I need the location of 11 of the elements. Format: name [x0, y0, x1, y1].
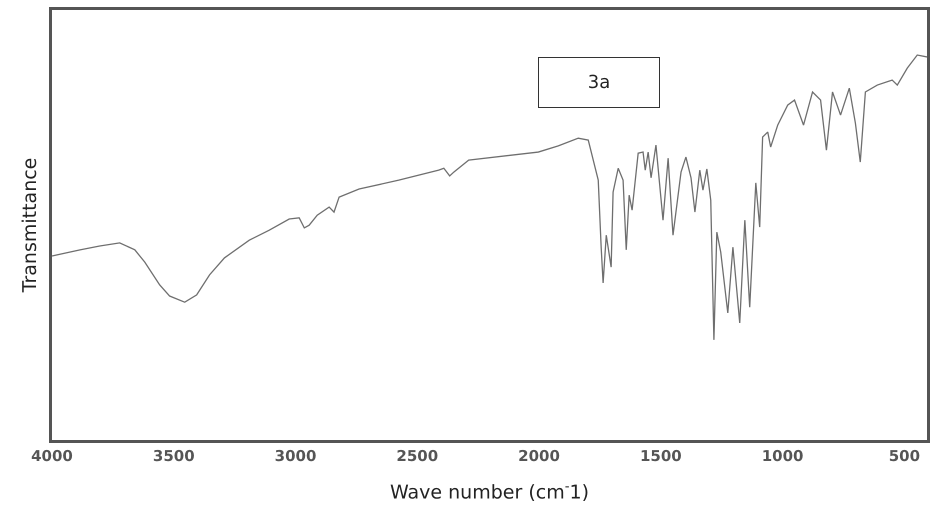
x-tick-label: 1500 — [640, 446, 682, 465]
x-tick-label: 1000 — [762, 446, 804, 465]
x-tick-label: 2000 — [518, 446, 560, 465]
x-axis-title: Wave number (cm$^{-}$1) — [390, 480, 590, 504]
y-axis-title: Transmittance — [19, 158, 42, 294]
x-tick-label: 2500 — [396, 446, 438, 465]
x-tick-label: 3500 — [152, 446, 195, 465]
x-tick-label: 4000 — [31, 446, 73, 465]
x-tick-label: 500 — [888, 446, 920, 465]
x-tick-label: 3000 — [274, 446, 316, 465]
annotation: 3a — [588, 72, 610, 93]
